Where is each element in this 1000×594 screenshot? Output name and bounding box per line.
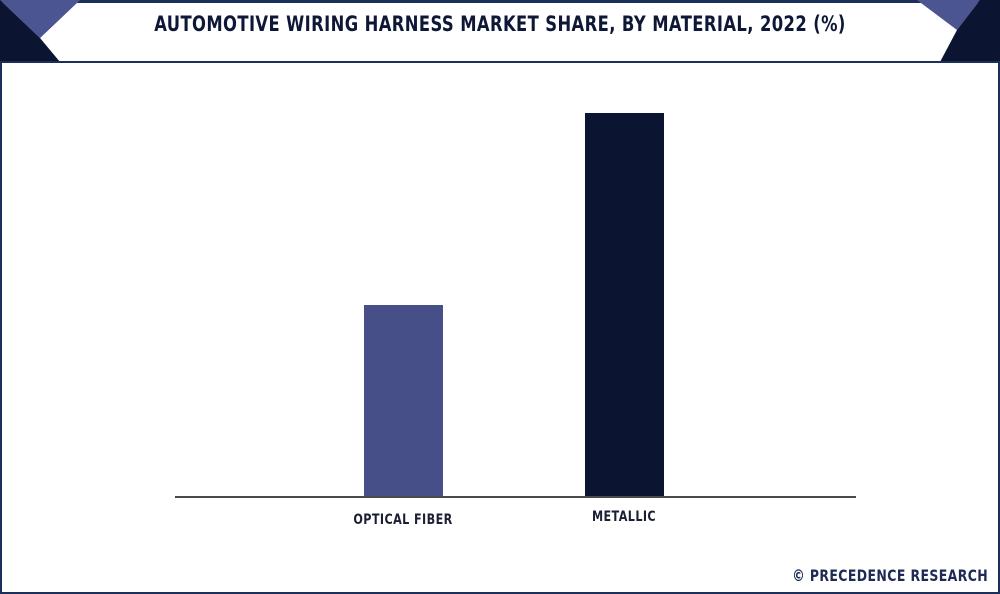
chart-title: AUTOMOTIVE WIRING HARNESS MARKET SHARE, … bbox=[154, 12, 846, 36]
chart-header: AUTOMOTIVE WIRING HARNESS MARKET SHARE, … bbox=[0, 0, 1000, 63]
x-label-optical-fiber: OPTICAL FIBER bbox=[353, 512, 453, 528]
bar-optical-fiber bbox=[364, 305, 443, 497]
brand-credit: © PRECEDENCE RESEARCH bbox=[792, 566, 988, 585]
x-axis-baseline bbox=[175, 496, 856, 498]
bar-metallic bbox=[585, 113, 664, 497]
x-label-metallic: METALLIC bbox=[591, 509, 657, 525]
header-decoration bbox=[0, 0, 1000, 62]
header-divider bbox=[0, 61, 1000, 63]
